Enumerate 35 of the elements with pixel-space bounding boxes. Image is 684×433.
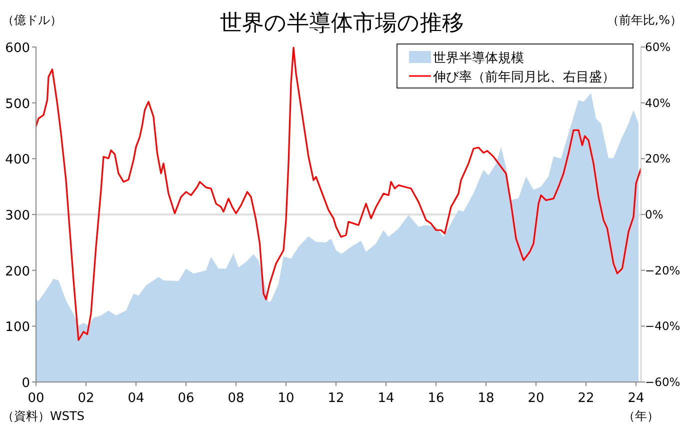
y2-tick-label: 40% (645, 96, 671, 110)
y-tick-label: 200 (5, 264, 30, 280)
chart-title: 世界の半導体市場の推移 (220, 11, 464, 36)
y2-tick-label: 60% (645, 40, 671, 54)
y2-tick-label: −60% (645, 375, 680, 389)
legend-label: 世界半導体規模 (433, 51, 524, 66)
y-tick-label: 100 (5, 320, 30, 336)
y2-axis-title: （前年比,%） (606, 13, 682, 27)
x-tick-label: 20 (528, 391, 544, 406)
x-tick-label: 00 (28, 391, 44, 406)
legend-label: 伸び率（前年同月比、右目盛） (432, 69, 615, 85)
y-tick-label: 300 (5, 208, 30, 224)
x-axis-title: （年） (623, 409, 659, 423)
x-tick-label: 24 (628, 391, 644, 406)
y2-tick-label: 0% (645, 208, 664, 222)
y2-tick-label: −40% (645, 319, 680, 334)
x-tick-label: 22 (578, 391, 594, 406)
y-tick-label: 400 (5, 152, 30, 168)
x-tick-label: 02 (78, 391, 94, 406)
y-tick-label: 500 (5, 96, 30, 112)
x-tick-label: 18 (478, 391, 494, 406)
y-tick-label: 0 (22, 376, 30, 391)
x-tick-label: 06 (178, 391, 194, 406)
x-tick-label: 16 (428, 391, 444, 406)
x-tick-label: 04 (128, 391, 144, 406)
line-series (35, 46, 642, 341)
text: （資料）WSTS (2, 409, 84, 423)
x-tick-label: 12 (328, 391, 344, 406)
y2-tick-label: −20% (645, 263, 680, 278)
y2-tick-label: 20% (645, 152, 671, 166)
y-axis-title: （億ドル） (2, 13, 62, 27)
x-tick-label: 08 (228, 391, 244, 406)
y-tick-label: 600 (5, 41, 30, 56)
x-tick-label: 14 (378, 391, 394, 406)
x-tick-label: 10 (278, 391, 294, 406)
